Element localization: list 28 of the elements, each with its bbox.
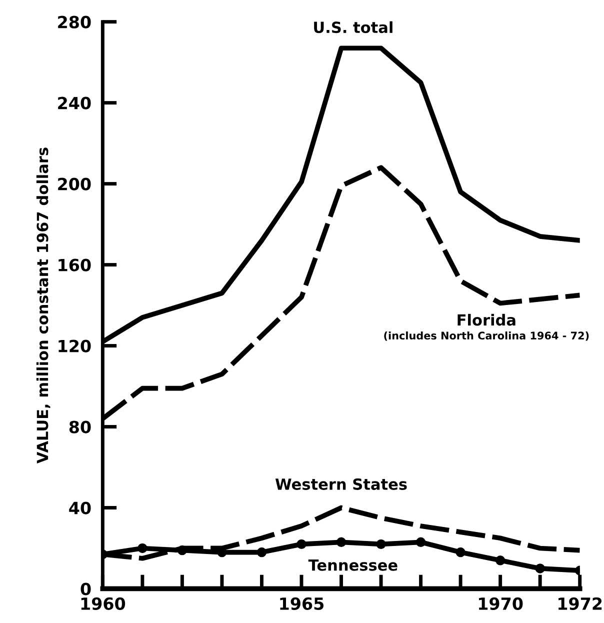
y-axis-title: VALUE, million constant 1967 dollars	[36, 148, 50, 464]
point	[177, 545, 188, 556]
y-tick-label: 200	[58, 178, 91, 190]
point	[495, 556, 506, 566]
x-tick-label: 1970	[479, 597, 523, 610]
point	[535, 564, 545, 574]
x-tick-label: 1965	[280, 597, 324, 610]
annotation: (includes North Carolina 1964 - 72)	[384, 331, 589, 341]
y-tick-label: 120	[58, 340, 91, 352]
point	[296, 539, 306, 550]
point	[256, 547, 267, 558]
x-tick-label: 1960	[81, 597, 126, 610]
point	[456, 547, 466, 558]
y-tick-label: 280	[58, 16, 91, 28]
point	[336, 537, 346, 548]
y-tick-label: 240	[58, 96, 91, 110]
x-tick-label: 1972	[558, 597, 602, 610]
point	[138, 543, 148, 554]
series-label: Western States	[275, 478, 407, 490]
point	[416, 537, 426, 548]
y-tick-label: 40	[69, 502, 91, 514]
y-tick-label: 80	[69, 420, 91, 434]
series-label: Florida	[458, 314, 516, 326]
y-tick-label: 0	[80, 582, 91, 596]
y-tick-label: 160	[58, 258, 91, 272]
series-label: Tennessee	[308, 559, 398, 571]
series-label: U.S. total	[314, 21, 392, 34]
point	[376, 539, 386, 550]
